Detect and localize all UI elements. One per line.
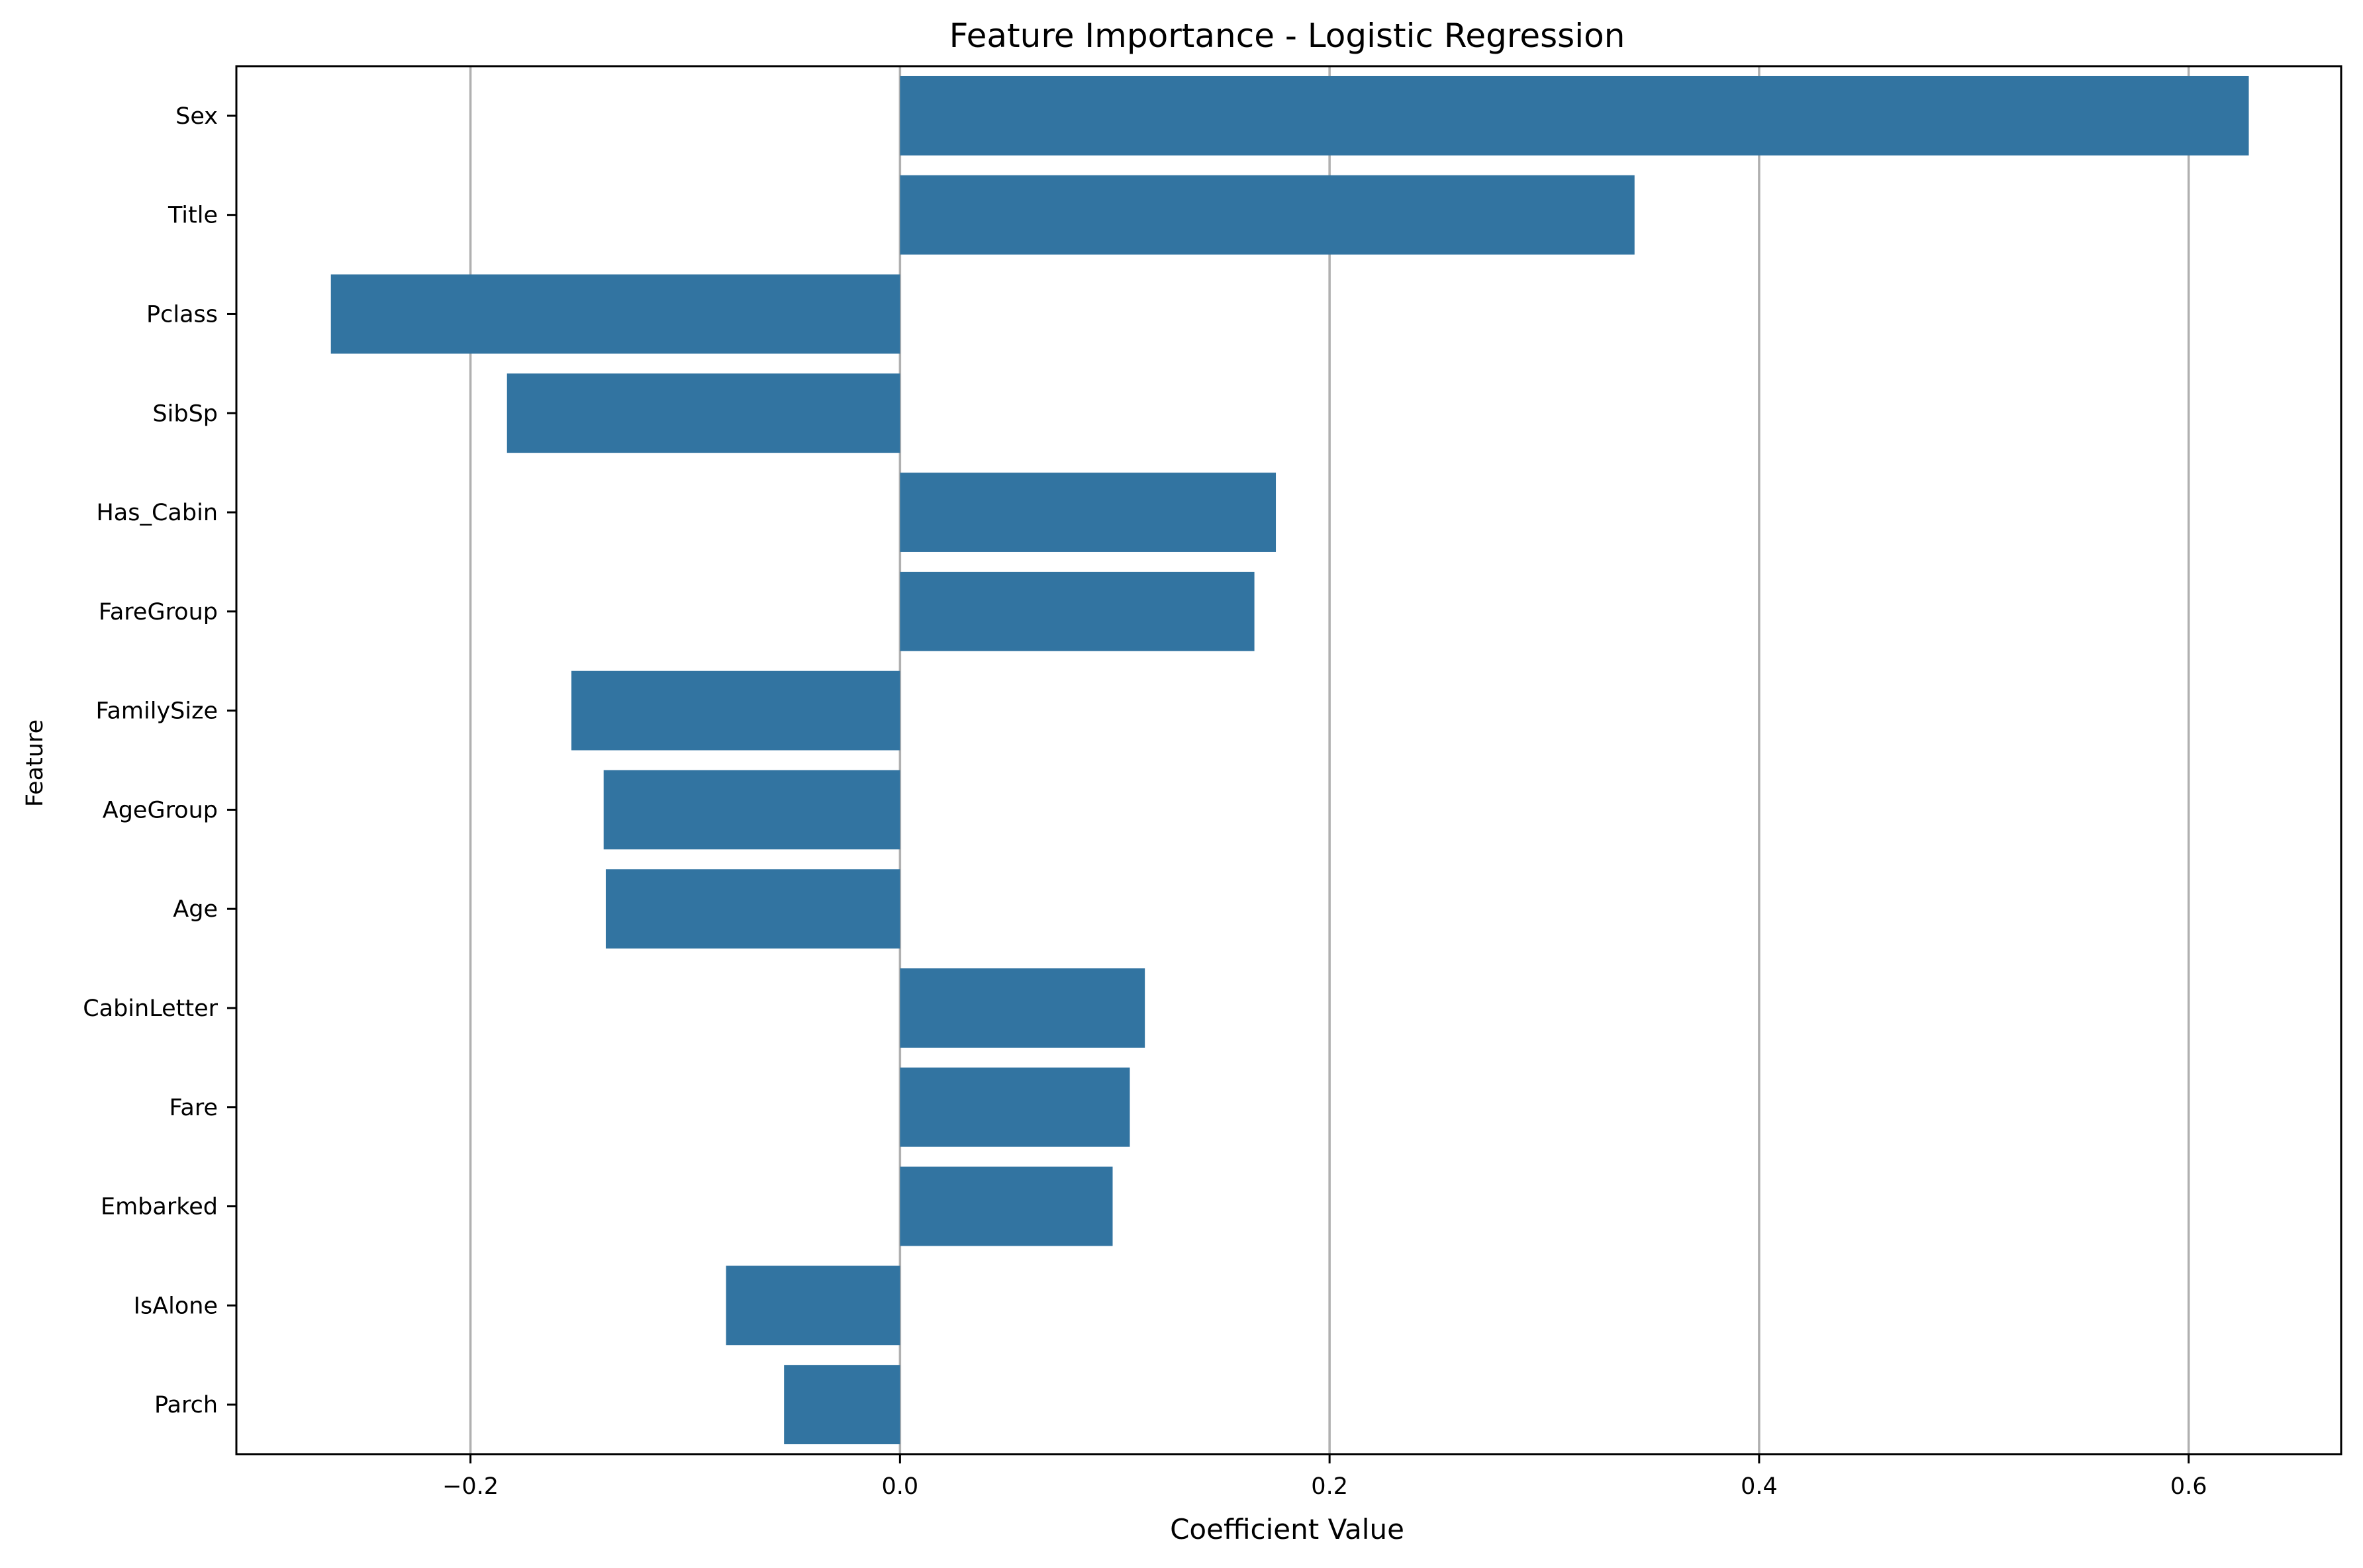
bar-isalone	[726, 1266, 900, 1346]
bar-fare	[900, 1067, 1130, 1147]
y-tick-label-agegroup: AgeGroup	[103, 797, 218, 823]
bar-layer	[330, 75, 2249, 1445]
axes-layer: −0.2 0.0 0.2 0.4 0.6 Sex Title Pclass SibSp Has_C…	[83, 65, 2342, 1500]
bar-pclass	[330, 274, 900, 354]
bar-has-cabin	[900, 473, 1277, 552]
x-axis-title: Coefficient Value	[1170, 1513, 1404, 1545]
chart-title: Feature Importance - Logistic Regression	[949, 17, 1625, 55]
bar-faregroup	[900, 571, 1255, 651]
bar-title	[900, 175, 1635, 255]
y-axis-title: Feature	[22, 719, 48, 807]
bar-sibsp	[506, 373, 900, 453]
y-tick-label-sex: Sex	[175, 103, 218, 130]
x-tick-label-0: −0.2	[442, 1473, 499, 1500]
plot-frame	[235, 65, 2342, 1455]
y-tick-label-embarked: Embarked	[101, 1194, 218, 1221]
x-tick-label-2: 0.2	[1311, 1473, 1348, 1500]
y-tick-label-isalone: IsAlone	[134, 1293, 218, 1319]
bar-agegroup	[603, 770, 900, 850]
bar-parch	[784, 1365, 900, 1445]
y-tick-label-cabinletter: CabinLetter	[83, 995, 218, 1022]
bar-cabinletter	[900, 968, 1145, 1048]
x-tick-label-3: 0.4	[1741, 1473, 1778, 1500]
bar-familysize	[571, 670, 900, 751]
y-tick-label-sibsp: SibSp	[152, 400, 218, 427]
x-tick-label-4: 0.6	[2170, 1473, 2207, 1500]
bar-age	[605, 869, 900, 949]
bar-embarked	[900, 1166, 1113, 1246]
y-tick-label-faregroup: FareGroup	[99, 599, 218, 625]
y-tick-label-age: Age	[173, 896, 218, 923]
y-tick-label-fare: Fare	[169, 1095, 218, 1121]
y-tick-label-pclass: Pclass	[146, 301, 218, 328]
x-tick-label-1: 0.0	[882, 1473, 919, 1500]
y-tick-label-parch: Parch	[154, 1392, 218, 1418]
y-tick-label-title: Title	[168, 203, 218, 229]
y-tick-label-has-cabin: Has_Cabin	[96, 500, 218, 526]
bar-sex	[900, 75, 2249, 156]
y-tick-label-familysize: FamilySize	[96, 698, 218, 725]
